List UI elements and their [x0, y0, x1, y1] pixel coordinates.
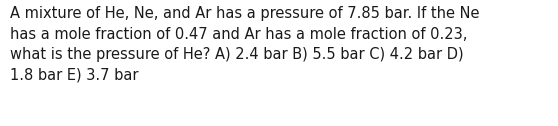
Text: A mixture of He, Ne, and Ar has a pressure of 7.85 bar. If the Ne
has a mole fra: A mixture of He, Ne, and Ar has a pressu… — [10, 6, 479, 83]
